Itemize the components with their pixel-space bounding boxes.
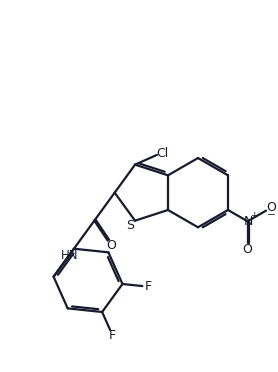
Text: +: + <box>250 211 258 220</box>
Text: −: − <box>267 210 275 220</box>
Text: Cl: Cl <box>157 147 169 160</box>
Text: O: O <box>106 239 116 252</box>
Text: HN: HN <box>61 248 78 262</box>
Text: O: O <box>243 243 252 256</box>
Text: F: F <box>109 329 116 342</box>
Text: S: S <box>126 219 134 232</box>
Text: O: O <box>267 201 277 214</box>
Text: N: N <box>244 215 254 228</box>
Text: F: F <box>145 280 152 293</box>
